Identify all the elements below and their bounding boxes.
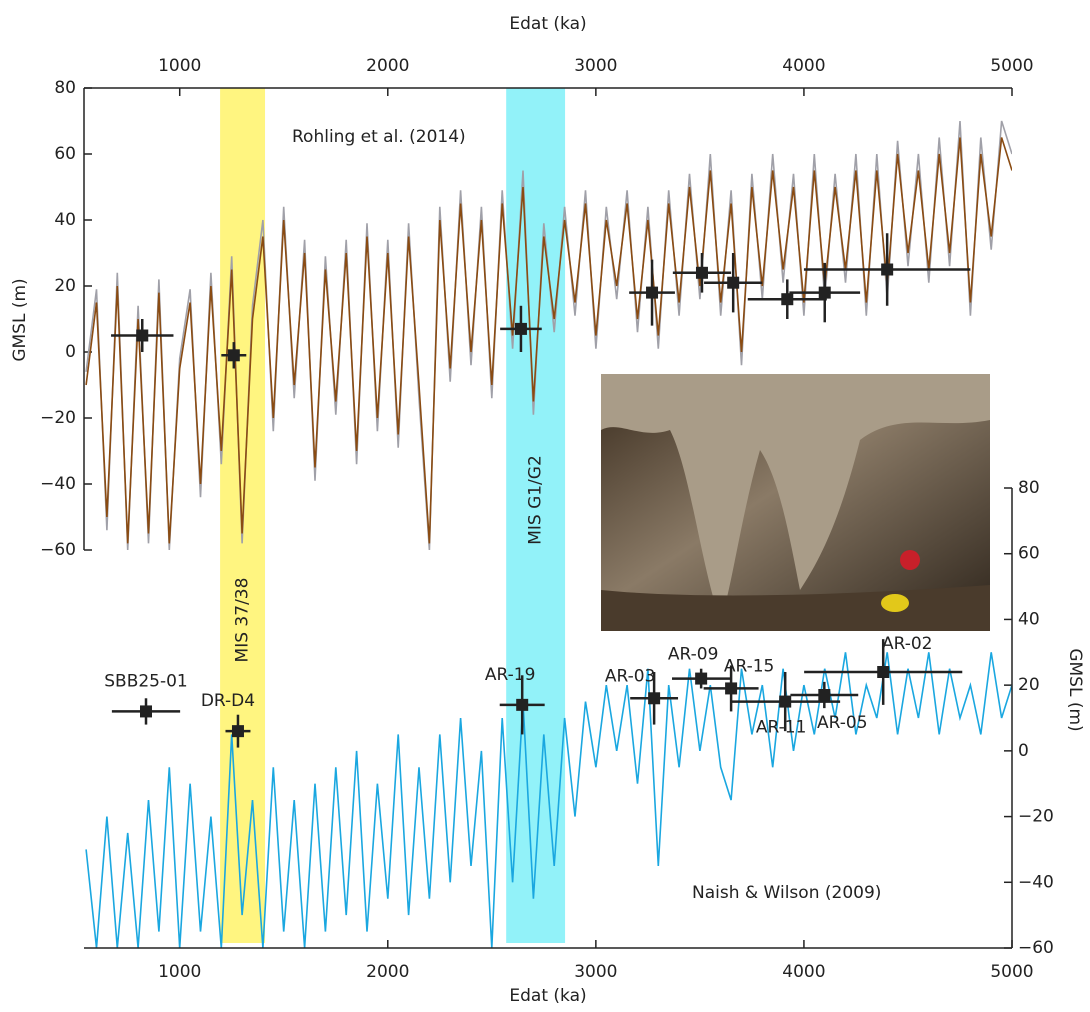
left-y-title: GMSL (m) [10,278,30,361]
y-tick-label: −20 [40,408,76,428]
top-annotation: Rohling et al. (2014) [292,127,466,147]
y-tick-label: 0 [1018,741,1029,761]
y-tick-label: 80 [1018,478,1040,498]
x-tick-label: 5000 [990,962,1033,982]
data-point [232,725,244,737]
point-label: AR-15 [724,656,775,676]
data-point [727,277,739,289]
y-tick-label: 20 [1018,675,1040,695]
data-point [818,689,830,701]
y-tick-label: −40 [40,474,76,494]
data-point [646,287,658,299]
point-label: DR-D4 [201,691,255,711]
band-label: MIS G1/G2 [526,455,546,545]
data-point [696,267,708,279]
y-tick-label: −60 [1018,938,1054,958]
data-point [779,696,791,708]
data-point [725,682,737,694]
bottom-x-title: Edat (ka) [509,986,586,1006]
caver [900,550,920,570]
x-tick-label: 5000 [990,56,1033,76]
y-tick-label: 0 [65,342,76,362]
data-point [648,692,660,704]
y-tick-label: 40 [54,210,76,230]
data-point [515,323,527,335]
x-tick-label: 2000 [366,962,409,982]
point-label: AR-09 [668,645,719,665]
y-tick-label: 60 [54,144,76,164]
bottom-annotation: Naish & Wilson (2009) [692,883,881,903]
data-point [781,293,793,305]
point-label: AR-03 [605,666,656,686]
data-point [136,330,148,342]
top-x-title: Edat (ka) [509,14,586,34]
y-tick-label: −40 [1018,872,1054,892]
caver-bag [881,594,909,612]
data-point [877,666,889,678]
data-point [819,287,831,299]
y-tick-label: −60 [40,540,76,560]
x-tick-label: 1000 [158,962,201,982]
point-label: AR-05 [817,713,868,733]
point-label: AR-02 [882,634,933,654]
right-y-title: GMSL (m) [1065,648,1085,731]
point-label: AR-11 [756,718,807,738]
band-label: MIS 37/38 [233,578,253,663]
x-tick-label: 2000 [366,56,409,76]
cave-photo [601,374,990,631]
chart: MIS 37/38MIS G1/G2 10002000300040005000−… [0,0,1090,1008]
data-point [881,264,893,276]
x-tick-label: 3000 [574,962,617,982]
data-point [140,705,152,717]
point-label: SBB25-01 [104,671,188,691]
x-tick-label: 4000 [782,56,825,76]
y-tick-label: 60 [1018,544,1040,564]
y-tick-label: −20 [1018,807,1054,827]
data-point [516,699,528,711]
x-tick-label: 1000 [158,56,201,76]
x-tick-label: 4000 [782,962,825,982]
x-tick-label: 3000 [574,56,617,76]
y-tick-label: 20 [54,276,76,296]
y-tick-label: 40 [1018,609,1040,629]
data-point [695,673,707,685]
data-point [228,349,240,361]
y-tick-label: 80 [54,78,76,98]
point-label: AR-19 [485,665,536,685]
